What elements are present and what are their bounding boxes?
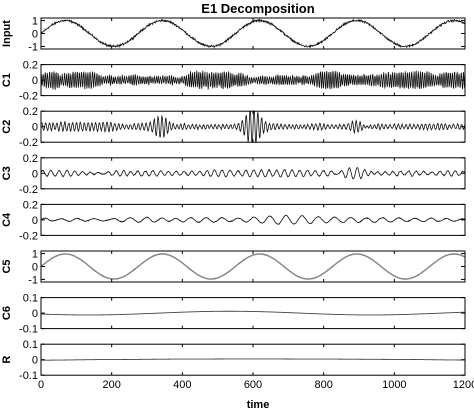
y-tick-label: 0 — [32, 29, 38, 41]
y-tick-label: 0 — [32, 308, 38, 320]
y-tick-label: 0 — [32, 262, 38, 274]
panel-label-c4: C4 — [1, 212, 13, 227]
series-line-c5-smooth — [40, 253, 466, 280]
panel-label-c1: C1 — [1, 73, 13, 87]
y-tick-label: 1 — [32, 16, 38, 28]
panel-frame — [40, 203, 466, 236]
y-tick-label: 0 — [32, 355, 38, 367]
x-tick-label: 800 — [314, 379, 332, 391]
y-tick-label: -1 — [28, 41, 38, 53]
y-tick-label: 0 — [32, 215, 38, 227]
y-tick-label: 0.2 — [23, 199, 38, 211]
panel-frame — [40, 297, 466, 330]
panel-c6: 0.1 0 -0.1 C6 — [1, 293, 466, 336]
y-tick-label: -0.1 — [19, 370, 38, 382]
series-line-c3 — [40, 166, 466, 180]
x-tick-label: 400 — [173, 379, 191, 391]
panel-label-r: R — [1, 356, 13, 364]
panel-c1: 0.2 0 -0.2 C1 — [1, 60, 466, 103]
panel-c3: 0.2 0 -0.2 C3 — [1, 153, 466, 196]
panel-frame — [40, 157, 466, 190]
panel-label-c3: C3 — [1, 166, 13, 180]
y-tick-label: 0.2 — [23, 153, 38, 165]
series-line-c6 — [40, 310, 466, 316]
y-tick-label: -0.1 — [19, 324, 38, 336]
series-line-r — [41, 358, 465, 361]
series-line-c5 — [40, 253, 466, 280]
panel-input: 10-1 Input — [1, 16, 466, 53]
panel-c2: 0.2 0 -0.2 C2 — [1, 106, 466, 149]
x-tick-label: 600 — [244, 379, 262, 391]
panel-label-c2: C2 — [1, 120, 13, 134]
y-tick-label: -0.2 — [19, 184, 38, 196]
y-tick-label: -1 — [28, 274, 38, 286]
y-tick-label: 0 — [32, 75, 38, 87]
series-line-c4 — [40, 214, 466, 225]
y-tick-label: 0.1 — [23, 339, 38, 351]
chart-title: E1 Decomposition — [201, 1, 314, 16]
x-tick-label: 0 — [38, 379, 44, 391]
x-tick-label: 1200 — [453, 379, 474, 391]
panel-r: 0.1 0 -0.1 R — [1, 339, 466, 382]
panel-c5: 10-1 C5 — [1, 249, 466, 286]
y-tick-label: 0.1 — [23, 293, 38, 305]
y-tick-label: 0 — [32, 168, 38, 180]
x-axis: 0 200 400 600 800 1000 1200 — [38, 379, 474, 391]
y-tick-label: 0.2 — [23, 106, 38, 118]
panel-label-c5: C5 — [1, 259, 13, 273]
panels: 10-1Input0.20-0.2C10.20-0.2C20.20-0.2C30… — [1, 16, 466, 382]
panel-c4: 0.2 0 -0.2 C4 — [1, 199, 466, 242]
y-tick-label: -0.2 — [19, 230, 38, 242]
series-line-c1 — [40, 69, 466, 90]
y-tick-label: 0 — [32, 122, 38, 134]
y-tick-label: 1 — [32, 249, 38, 261]
x-tick-label: 200 — [102, 379, 120, 391]
x-tick-label: 1000 — [382, 379, 406, 391]
series-line-input — [40, 18, 466, 50]
y-tick-label: -0.2 — [19, 91, 38, 103]
y-tick-label: 0.2 — [23, 60, 38, 72]
panel-label-input: Input — [1, 20, 13, 47]
y-tick-label: -0.2 — [19, 137, 38, 149]
panel-label-c6: C6 — [1, 306, 13, 320]
x-axis-label: time — [247, 399, 270, 411]
series-line-c2 — [40, 110, 466, 144]
